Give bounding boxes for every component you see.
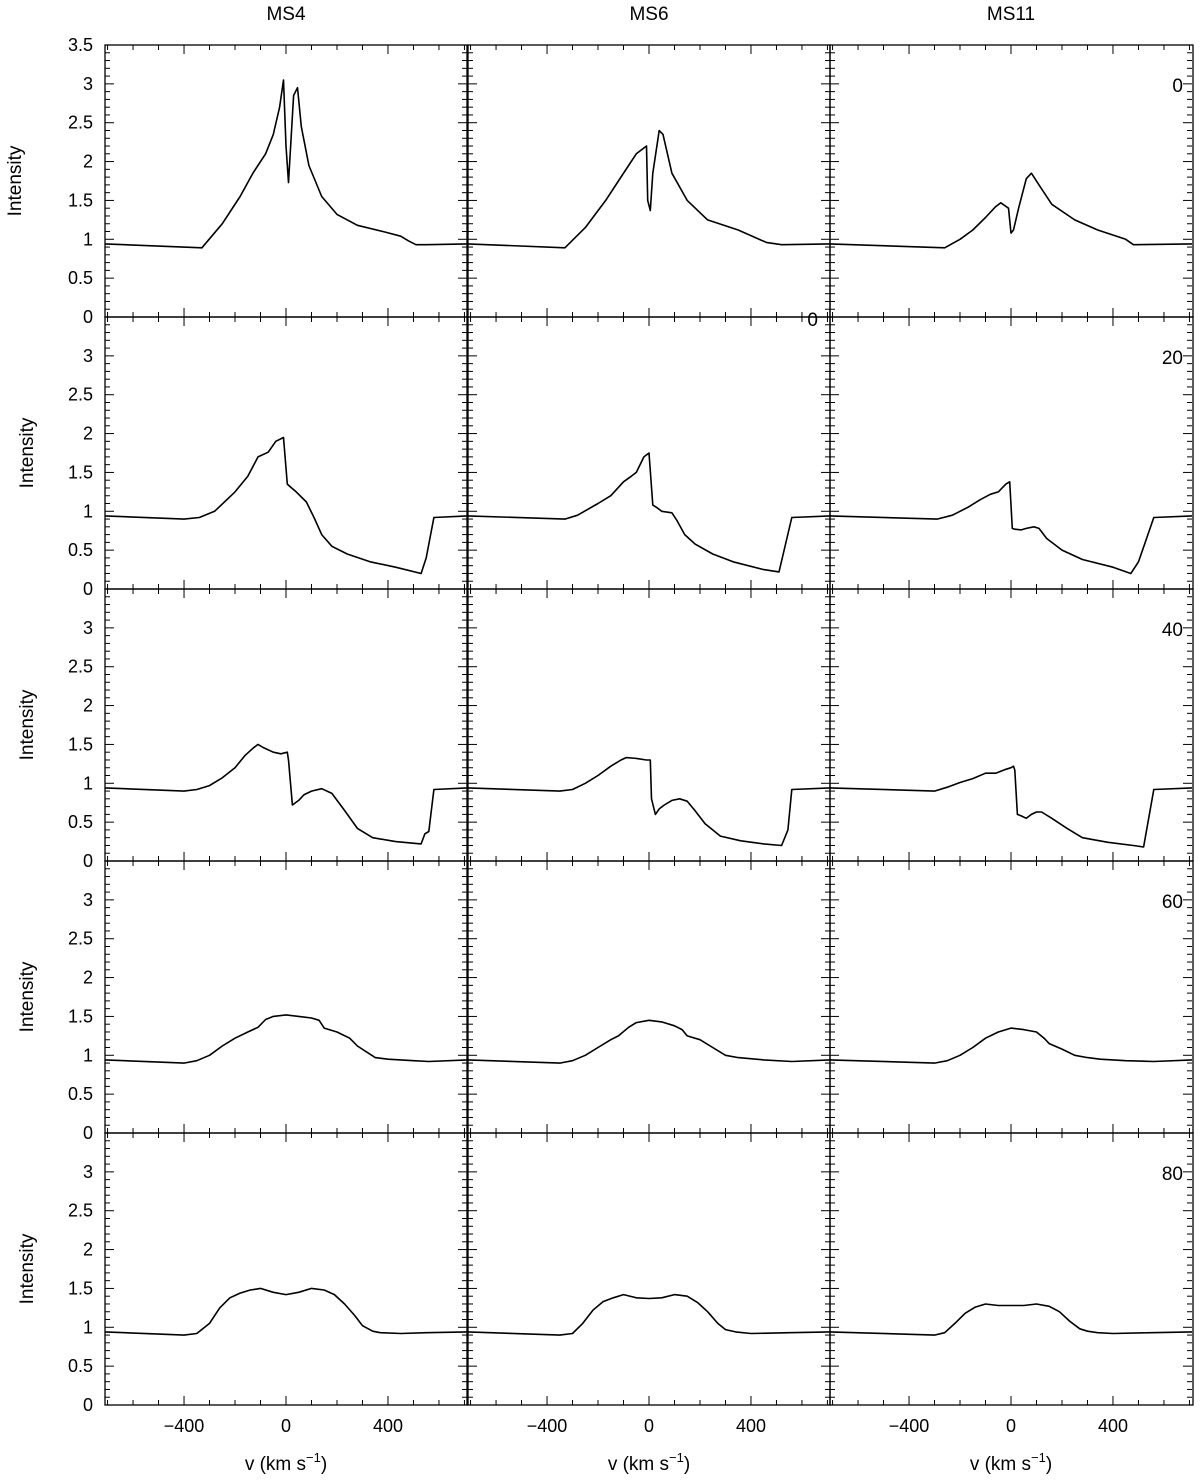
ytick-label: 0 [83, 851, 93, 871]
ytick-label: 1 [83, 773, 93, 793]
panel-frame-r0-c0 [104, 44, 468, 318]
xtick-label: −400 [889, 1416, 930, 1436]
panel-frame-r2-c1 [467, 588, 831, 862]
xtick-label: 400 [736, 1416, 766, 1436]
panel-frame-r0-c1 [467, 44, 831, 318]
series-line-r1-c2 [829, 481, 1193, 575]
panel-frame-r4-c1 [467, 1132, 831, 1406]
y-axis-label: Intensity [17, 961, 38, 1032]
ytick-label: 1 [83, 1045, 93, 1065]
xtick-label: −400 [164, 1416, 205, 1436]
panel-frame-r4-c2 [829, 1132, 1194, 1406]
y-axis-label: Intensity [5, 145, 26, 216]
ytick-label: 3.5 [68, 35, 93, 55]
row-label: 60 [1162, 892, 1183, 913]
ytick-label: 0 [83, 1123, 93, 1143]
x-axis-label: v (km s−1) [970, 1450, 1052, 1475]
row-label: 0 [1172, 76, 1183, 97]
ytick-label: 1.5 [68, 462, 93, 482]
xtick-label: 0 [644, 1416, 654, 1436]
ytick-label: 2 [83, 1240, 93, 1260]
xtick-label: 0 [281, 1416, 291, 1436]
column-title: MS11 [987, 4, 1035, 25]
series-line-r0-c1 [467, 129, 831, 249]
ytick-label: 1.5 [68, 190, 93, 210]
text-labels: MS4 MS6 MS11 0 0.5 1 1.5 2 2.5 3 3.5 Intensity 0 0 0.5… [5, 4, 1183, 1475]
series-line-r3-c0 [104, 1014, 468, 1064]
ytick-label: 1.5 [68, 734, 93, 754]
panel-frame-r0-c2 [829, 44, 1194, 318]
series-lines [104, 79, 1193, 1336]
y-axis-label: Intensity [17, 689, 38, 760]
ytick-label: 3 [83, 346, 93, 366]
column-title: MS4 [266, 4, 306, 25]
series-line-r2-c1 [467, 756, 831, 847]
ytick-label: 1 [83, 501, 93, 521]
ytick-label: 2 [83, 424, 93, 444]
ytick-label: 0 [83, 579, 93, 599]
ytick-label: 3 [83, 74, 93, 94]
xtick-label: 400 [373, 1416, 403, 1436]
x-axis-label: v (km s−1) [245, 1450, 327, 1475]
ytick-label: 2.5 [68, 1201, 93, 1221]
xtick-label: 400 [1098, 1416, 1128, 1436]
ytick-label: 1 [83, 229, 93, 249]
panel-frame-r3-c2 [829, 860, 1194, 1134]
ytick-label: 2 [83, 696, 93, 716]
axis-ticks [105, 44, 1192, 1406]
panel-frame-r2-c2 [829, 588, 1194, 862]
extra-label: 0 [807, 310, 818, 331]
row-label: 20 [1162, 348, 1183, 369]
series-line-r0-c0 [104, 79, 468, 249]
ytick-label: 1.5 [68, 1278, 93, 1298]
ytick-label: 0.5 [68, 1356, 93, 1376]
ytick-label: 3 [83, 1162, 93, 1182]
ytick-label: 2.5 [68, 113, 93, 133]
series-line-r0-c2 [829, 172, 1193, 249]
panel-frame-r1-c2 [829, 316, 1194, 590]
ytick-label: 2.5 [68, 657, 93, 677]
y-axis-label: Intensity [17, 417, 38, 488]
ytick-label: 2.5 [68, 929, 93, 949]
x-axis-label: v (km s−1) [608, 1450, 690, 1475]
ytick-label: 1.5 [68, 1006, 93, 1026]
ytick-label: 0.5 [68, 1084, 93, 1104]
series-line-r3-c1 [467, 1019, 831, 1064]
panel-frames [104, 44, 1194, 1406]
column-title: MS6 [629, 4, 668, 25]
panel-frame-r3-c1 [467, 860, 831, 1134]
ytick-label: 0 [83, 307, 93, 327]
series-line-r2-c0 [104, 743, 468, 845]
series-line-r2-c2 [829, 765, 1193, 848]
series-line-r4-c1 [467, 1293, 831, 1336]
ytick-label: 1 [83, 1317, 93, 1337]
panel-frame-r2-c0 [104, 588, 468, 862]
ytick-label: 0.5 [68, 268, 93, 288]
ytick-label: 2 [83, 152, 93, 172]
series-line-r3-c2 [829, 1027, 1193, 1064]
series-line-r1-c1 [467, 452, 831, 573]
xtick-label: 0 [1006, 1416, 1016, 1436]
ytick-label: 0.5 [68, 812, 93, 832]
ytick-label: 3 [83, 890, 93, 910]
ytick-label: 0 [83, 1395, 93, 1415]
panel-frame-r3-c0 [104, 860, 468, 1134]
row-label: 40 [1162, 620, 1183, 641]
ytick-label: 3 [83, 618, 93, 638]
row-label: 80 [1162, 1164, 1183, 1185]
series-line-r1-c0 [104, 436, 468, 575]
ytick-label: 2 [83, 968, 93, 988]
ytick-label: 2.5 [68, 385, 93, 405]
xtick-label: −400 [527, 1416, 568, 1436]
panel-frame-r4-c0 [104, 1132, 468, 1406]
panel-frame-r1-c0 [104, 316, 468, 590]
series-line-r4-c2 [829, 1303, 1193, 1336]
series-line-r4-c0 [104, 1287, 468, 1336]
y-axis-label: Intensity [17, 1233, 38, 1304]
ytick-label: 0.5 [68, 540, 93, 560]
